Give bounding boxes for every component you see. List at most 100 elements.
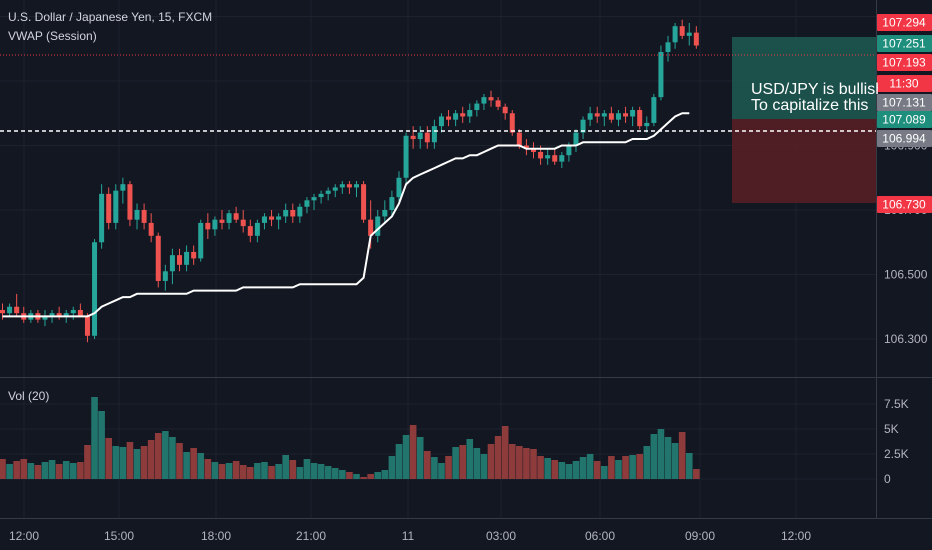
volume-bar [232, 461, 240, 479]
price-badge [877, 111, 932, 128]
candle-body-up [453, 113, 459, 120]
position-zones [732, 37, 876, 203]
volume-bar [671, 443, 679, 479]
volume-bar [452, 447, 459, 479]
volume-bar [77, 462, 84, 479]
volume-legend[interactable]: Vol (20) [8, 389, 50, 403]
candle-body-down [247, 226, 253, 236]
volume-bar [416, 437, 424, 479]
volume-bar [579, 457, 587, 479]
volume-bar [84, 445, 91, 479]
volume-bar [558, 462, 566, 479]
price-badge [877, 35, 932, 52]
volume-bar [112, 446, 120, 479]
candle-body-down [106, 193, 112, 223]
volume-bar [317, 464, 325, 479]
candle-body-up [615, 113, 621, 120]
volume-bar [643, 446, 651, 479]
volume-bar [261, 462, 268, 479]
candle-body-up [467, 110, 473, 117]
volume-bar [693, 469, 700, 479]
volume-tick-label: 7.5K [884, 397, 909, 411]
volume-bar [91, 397, 98, 479]
volume-bar [154, 433, 162, 479]
volume-bar [20, 459, 28, 479]
volume-bar [62, 461, 70, 479]
volume-bar [657, 429, 665, 479]
candle-body-up [630, 110, 636, 117]
volume-bar [289, 460, 297, 479]
candle-body-down [346, 184, 352, 188]
volume-bar [126, 442, 134, 479]
time-tick-label: 15:00 [104, 529, 134, 543]
price-badges: 107.294 107.251 107.193 11:30 107.131 107.089… [877, 14, 932, 213]
candle-body-down [290, 210, 296, 217]
candle-body-down [446, 116, 452, 120]
volume-bar [473, 448, 481, 479]
volume-bar [466, 439, 474, 479]
candle-body-down [56, 313, 62, 317]
volume-bar [629, 455, 636, 479]
price-badge [877, 14, 932, 31]
candle-body-up [92, 242, 98, 336]
candle-body-up [198, 222, 204, 259]
volume-bar [324, 466, 332, 479]
volume-bar [650, 434, 658, 479]
volume-tick-label: 5K [884, 422, 899, 436]
volume-bar [197, 453, 205, 479]
candle-body-up [297, 206, 303, 217]
volume-bar [190, 448, 197, 479]
loss-zone [732, 119, 876, 203]
candle-body-up [70, 309, 76, 314]
candle-body-down [177, 255, 182, 265]
volume-bar [424, 451, 431, 479]
candle-body-up [587, 113, 593, 120]
volume-bar [374, 472, 382, 479]
time-tick-label: 11 [402, 529, 415, 543]
annotation-text-line-1[interactable]: USD/JPY is bullish [751, 82, 878, 97]
price-badge-label: 11:30 [889, 77, 918, 91]
candle-body-up [672, 26, 678, 43]
volume-bar [331, 468, 339, 479]
candle-body-down [155, 235, 161, 281]
candle-body-up [481, 97, 487, 104]
candle-body-up [162, 271, 168, 281]
volume-bar [27, 463, 35, 479]
volume-bar [6, 464, 13, 479]
symbol-legend[interactable]: U.S. Dollar / Japanese Yen, 15, FXCM [8, 10, 213, 24]
candle-body-up [63, 313, 69, 317]
volume-bar [105, 438, 112, 479]
volume-bar [70, 463, 77, 479]
price-badge-label: 107.193 [882, 56, 926, 70]
vwap-legend[interactable]: VWAP (Session) [8, 29, 97, 43]
volume-bar [480, 454, 488, 479]
volume-bar [523, 448, 530, 479]
volume-bar [147, 440, 155, 479]
volume-bar [678, 432, 686, 479]
candle-body-down [77, 309, 83, 317]
annotation-text-line-2[interactable]: To capitalize this [751, 98, 869, 113]
volume-bar [395, 444, 403, 479]
price-badge-label: 106.730 [882, 198, 926, 212]
volume-bar [140, 446, 148, 479]
volume-bar [487, 444, 495, 479]
volume-bar [239, 465, 247, 479]
candle-body-down [608, 113, 614, 120]
volume-bar [34, 465, 42, 479]
candle-body-up [382, 210, 388, 217]
candle-body-down [205, 222, 211, 230]
candle-body-up [184, 251, 190, 265]
candle-body-up [226, 213, 232, 223]
candle-body-up [389, 197, 395, 210]
volume-bar [572, 461, 580, 479]
candle-body-down [488, 97, 494, 101]
volume-bar [204, 459, 212, 479]
volume-bar [133, 449, 141, 479]
volume-bar [685, 453, 693, 479]
price-badge-label: 107.294 [882, 16, 926, 30]
candle-body-down [269, 216, 275, 220]
candle-body-down [14, 306, 20, 314]
candle-body-up [254, 222, 260, 236]
candle-body-down [410, 135, 416, 140]
